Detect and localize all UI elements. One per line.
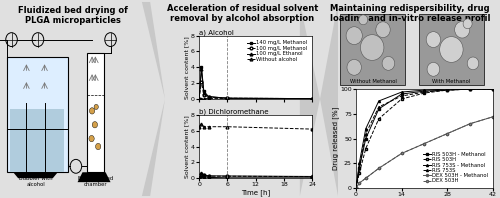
Circle shape bbox=[454, 21, 470, 38]
Circle shape bbox=[440, 37, 463, 62]
Circle shape bbox=[358, 15, 368, 25]
Text: b) Dichloromethane: b) Dichloromethane bbox=[199, 108, 268, 115]
FancyBboxPatch shape bbox=[419, 14, 484, 85]
Text: With Methanol: With Methanol bbox=[432, 79, 470, 84]
Polygon shape bbox=[300, 2, 320, 196]
Circle shape bbox=[427, 62, 440, 76]
Y-axis label: Solvent content [%]: Solvent content [%] bbox=[184, 36, 190, 99]
FancyBboxPatch shape bbox=[88, 53, 104, 172]
Circle shape bbox=[376, 22, 390, 38]
FancyBboxPatch shape bbox=[6, 57, 68, 172]
Y-axis label: Drug released [%]: Drug released [%] bbox=[332, 107, 339, 170]
Polygon shape bbox=[13, 172, 58, 178]
Text: Fluidized bed drying of
PLGA microparticles: Fluidized bed drying of PLGA micropartic… bbox=[18, 6, 128, 25]
Circle shape bbox=[89, 135, 94, 142]
Circle shape bbox=[426, 32, 440, 48]
Polygon shape bbox=[142, 2, 165, 196]
Text: Acceleration of residual solvent
removal by alcohol absorption: Acceleration of residual solvent removal… bbox=[167, 4, 318, 23]
Text: Without Methanol: Without Methanol bbox=[350, 79, 397, 84]
Circle shape bbox=[92, 122, 98, 128]
Text: Maintaining redispersibility, drug
loading and in-vitro release profil: Maintaining redispersibility, drug loadi… bbox=[330, 4, 490, 23]
Polygon shape bbox=[320, 2, 338, 196]
Text: a) Alcohol: a) Alcohol bbox=[199, 29, 234, 36]
Text: Bubbler with
alcohol: Bubbler with alcohol bbox=[20, 176, 53, 187]
Legend: 140 mg/L Methanol, 100 mg/L Methanol, 100 mg/L Ethanol, Without alcohol: 140 mg/L Methanol, 100 mg/L Methanol, 10… bbox=[245, 38, 310, 64]
Circle shape bbox=[347, 59, 362, 75]
Circle shape bbox=[346, 27, 362, 45]
Text: Fluidized bed
chamber: Fluidized bed chamber bbox=[78, 176, 114, 187]
Circle shape bbox=[463, 19, 472, 29]
FancyBboxPatch shape bbox=[10, 109, 64, 172]
Circle shape bbox=[382, 56, 394, 70]
Legend: RIS 503H - Methanol, RIS 503H, RIS 753S - Methanol, RIS 753S, DEX 503H - Methano: RIS 503H - Methanol, RIS 503H, RIS 753S … bbox=[421, 150, 490, 186]
Circle shape bbox=[96, 143, 101, 150]
Circle shape bbox=[94, 104, 98, 109]
Circle shape bbox=[90, 108, 94, 114]
FancyBboxPatch shape bbox=[340, 14, 404, 85]
X-axis label: Time [h]: Time [h] bbox=[241, 189, 270, 195]
Y-axis label: Solvent content [%]: Solvent content [%] bbox=[184, 115, 190, 178]
Polygon shape bbox=[78, 172, 110, 182]
Circle shape bbox=[467, 57, 479, 70]
Circle shape bbox=[360, 35, 384, 60]
